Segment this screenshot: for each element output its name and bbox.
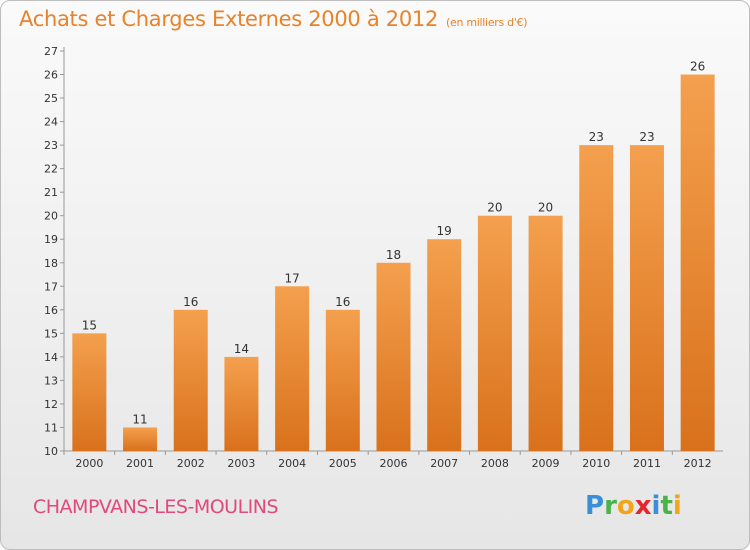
x-tick-label: 2002 (177, 457, 205, 470)
bar-value-label: 15 (82, 318, 97, 332)
x-tick-label: 2010 (582, 457, 610, 470)
chart-title: Achats et Charges Externes 2000 à 2012 (e… (19, 7, 528, 31)
y-tick-label: 14 (44, 351, 58, 364)
bar (528, 215, 563, 451)
y-tick-label: 25 (44, 92, 58, 105)
x-tick-label: 2000 (75, 457, 103, 470)
bar (579, 145, 614, 451)
bar (427, 239, 462, 451)
x-tick-label: 2001 (126, 457, 154, 470)
y-tick-label: 17 (44, 280, 58, 293)
y-tick-label: 15 (44, 327, 58, 340)
x-tick-label: 2011 (633, 457, 661, 470)
bar (477, 215, 512, 451)
bar (275, 286, 310, 451)
bar (224, 356, 259, 451)
bar-value-label: 26 (690, 60, 705, 74)
bar (173, 309, 208, 451)
logo-letter: r (604, 491, 617, 521)
unit-subtitle: (en milliers d'€) (446, 16, 528, 29)
commune-name: CHAMPVANS-LES-MOULINS (33, 496, 279, 518)
bar-value-label: 14 (234, 342, 249, 356)
bar-value-label: 18 (386, 248, 401, 262)
bar-value-label: 11 (132, 412, 147, 426)
x-tick-label: 2005 (329, 457, 357, 470)
bar-value-label: 16 (183, 295, 198, 309)
bar (123, 427, 158, 451)
proxiti-logo: Proxiti (585, 491, 682, 521)
bar (376, 262, 411, 451)
logo-letter: i (651, 491, 661, 521)
x-tick-label: 2009 (532, 457, 560, 470)
y-tick-label: 12 (44, 398, 58, 411)
bar-value-label: 16 (335, 295, 350, 309)
x-axis: 2000 2001 2002 2003 2004 2005 2006 2007 2008 2009… (63, 450, 723, 470)
bar-value-label: 19 (437, 224, 452, 238)
bar (72, 333, 107, 451)
y-tick-label: 27 (44, 45, 58, 58)
x-tick-label: 2003 (227, 457, 255, 470)
logo-letter: x (634, 491, 652, 521)
y-tick-label: 13 (44, 374, 58, 387)
logo-letter: i (672, 491, 682, 521)
bars-group: 15 11 16 14 17 16 18 19 20 20 23 23 26 (72, 60, 715, 451)
bar-value-label: 23 (639, 130, 654, 144)
bar (325, 309, 360, 451)
y-tick-label: 10 (44, 445, 58, 458)
x-tick-label: 2012 (684, 457, 712, 470)
y-tick-label: 26 (44, 69, 58, 82)
y-tick-label: 21 (44, 186, 58, 199)
bar-value-label: 23 (589, 130, 604, 144)
logo-letter: P (585, 491, 605, 521)
x-tick-label: 2004 (278, 457, 306, 470)
logo-letter: o (616, 491, 635, 521)
bar-value-label: 20 (487, 201, 502, 215)
bar-value-label: 17 (284, 271, 299, 285)
bar-value-label: 20 (538, 201, 553, 215)
y-axis: 10 11 12 13 14 15 16 17 18 19 20 21 22 23 24 25 26 27 (44, 45, 65, 458)
x-tick-label: 2008 (481, 457, 509, 470)
y-tick-label: 18 (44, 257, 58, 270)
x-tick-label: 2007 (430, 457, 458, 470)
y-tick-label: 11 (44, 421, 58, 434)
y-tick-label: 20 (44, 210, 58, 223)
logo-letter: t (660, 491, 673, 521)
y-tick-label: 24 (44, 116, 58, 129)
y-tick-label: 23 (44, 139, 58, 152)
x-tick-label: 2006 (380, 457, 408, 470)
bar (629, 145, 664, 451)
bar (680, 74, 715, 451)
y-tick-label: 16 (44, 304, 58, 317)
title-text: Achats et Charges Externes 2000 à 2012 (19, 7, 439, 31)
y-tick-label: 22 (44, 163, 58, 176)
y-tick-label: 19 (44, 233, 58, 246)
